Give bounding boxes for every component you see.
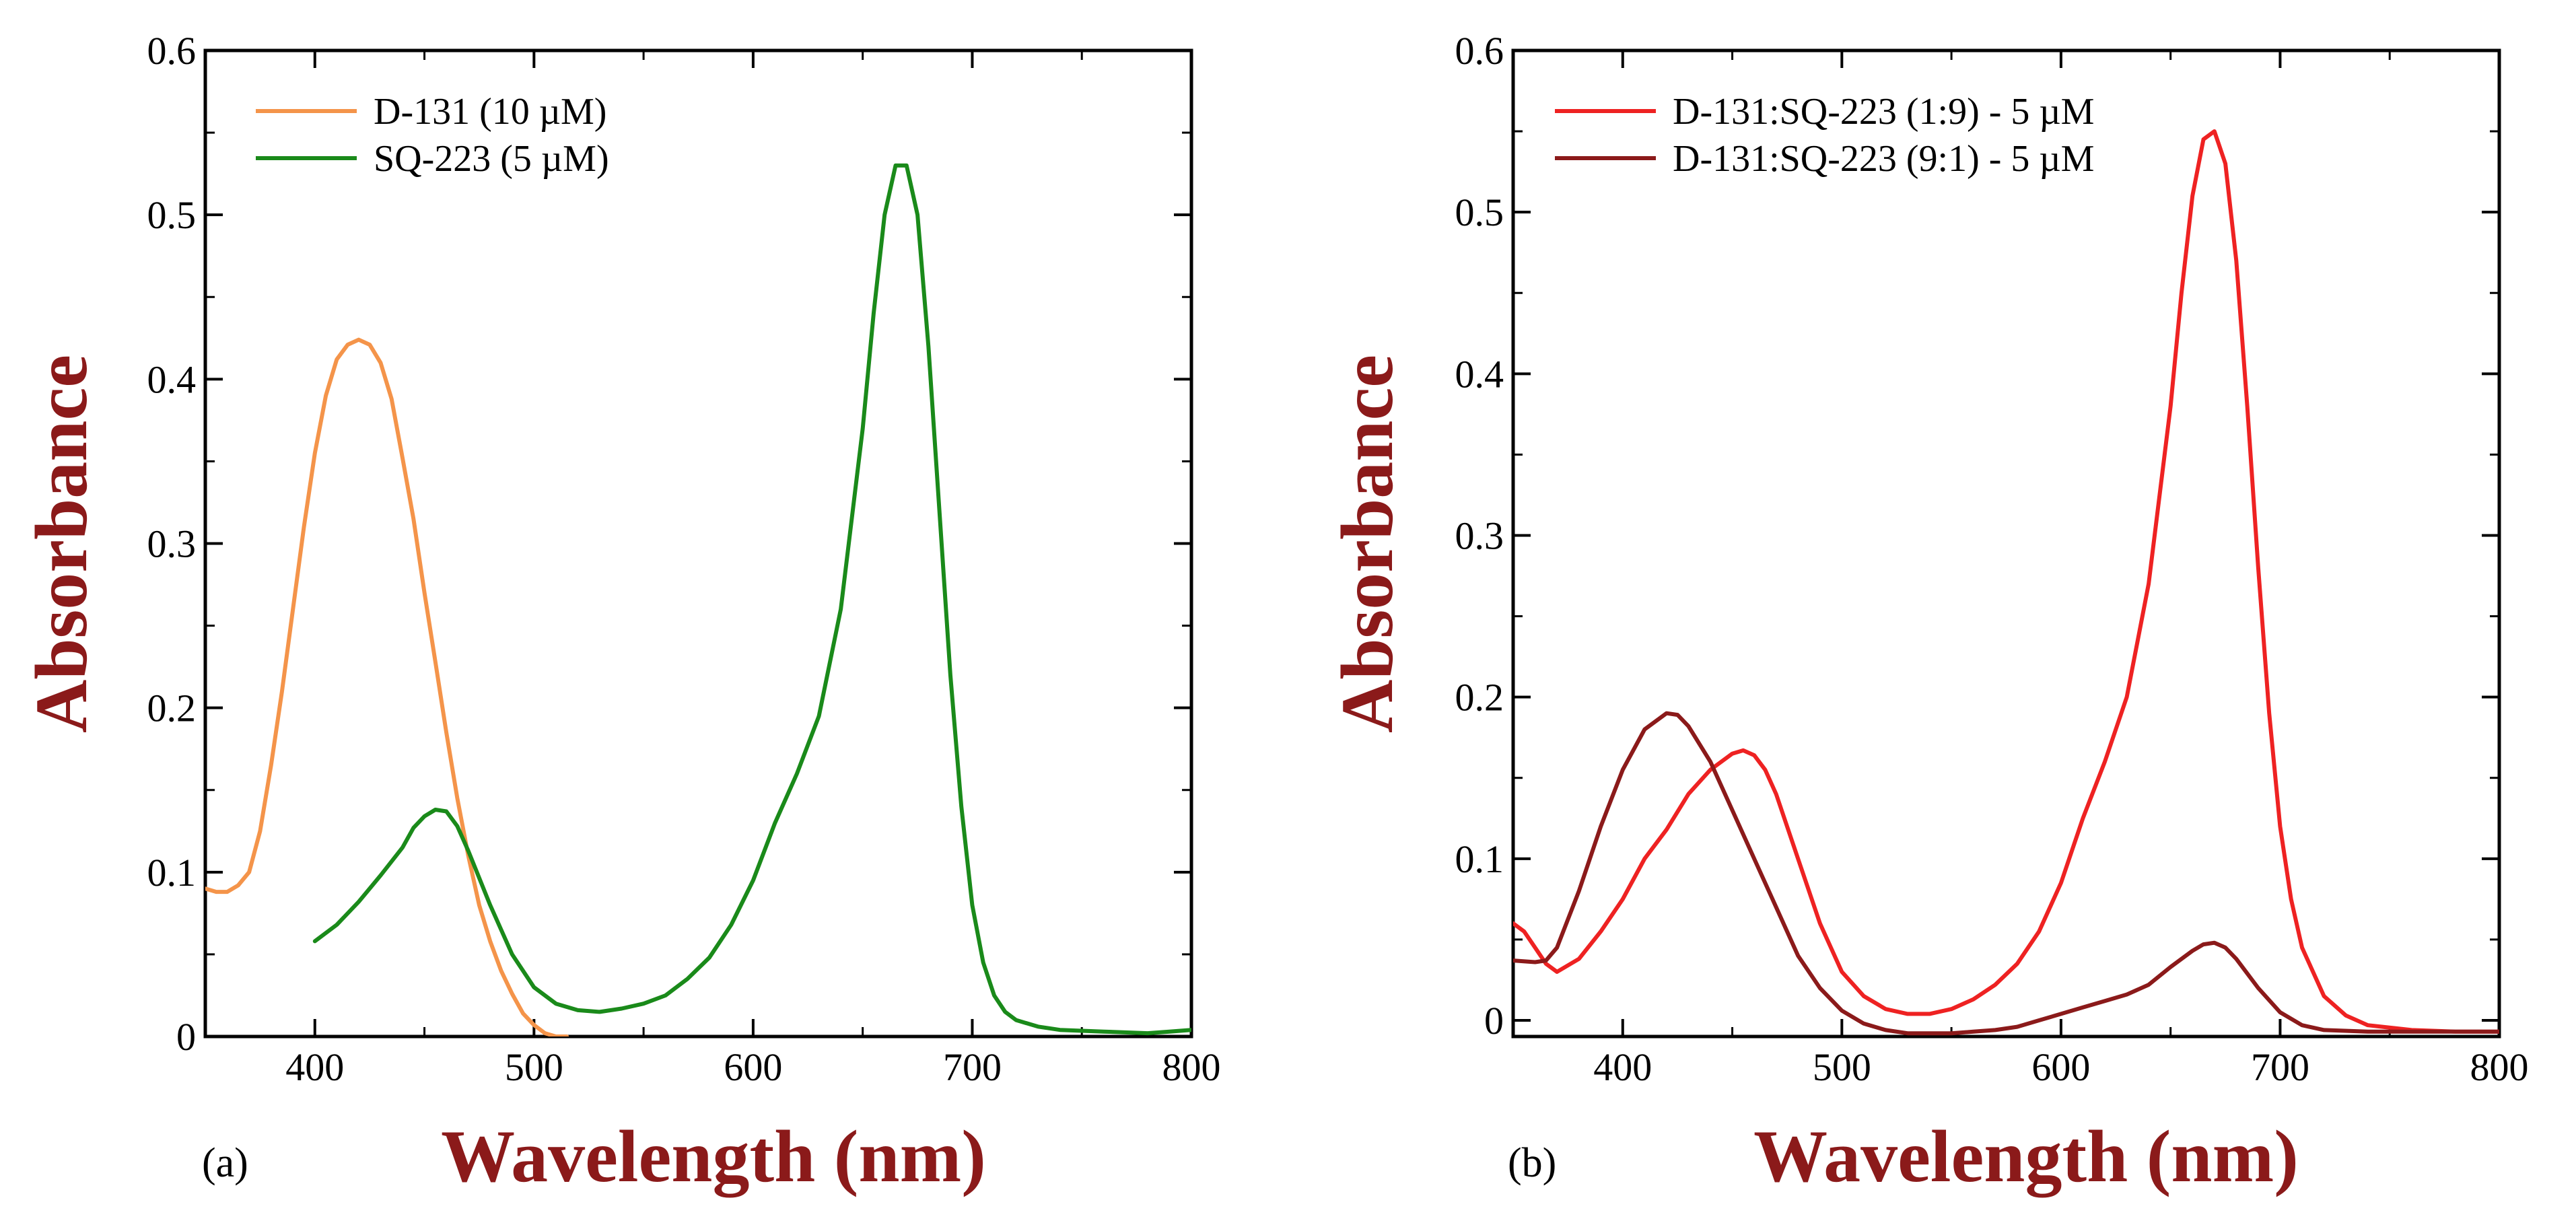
series-line-a-0 — [205, 337, 569, 1037]
x-tick-label: 400 — [1593, 1045, 1652, 1089]
y-tick-label: 0.6 — [147, 29, 197, 73]
y-axis-label-a: Absorbance — [20, 355, 102, 733]
x-tick-label: 800 — [2470, 1045, 2529, 1089]
x-tick-label: 800 — [1162, 1045, 1221, 1089]
y-tick-label: 0.3 — [1455, 514, 1504, 557]
x-axis-label-a: Wavelength (nm) — [441, 1115, 986, 1197]
y-tick-label: 0.2 — [1455, 676, 1504, 719]
x-tick-label: 500 — [1813, 1045, 1871, 1089]
x-tick-label: 600 — [724, 1045, 782, 1089]
x-tick-label: 700 — [2251, 1045, 2309, 1089]
series-line-b-0 — [1513, 129, 2499, 1034]
ticks-b: 400 500 600 700 800 0 0.1 0.2 0.3 0.4 0.5 0.6 — [1455, 29, 2529, 1089]
y-tick-label: 0.4 — [147, 357, 197, 401]
plot-frame-b — [1511, 48, 2501, 1039]
series-line-b-1 — [1513, 711, 2499, 1036]
legend-a: D-131 (10 µM) SQ-223 (5 µM) — [256, 91, 609, 180]
x-tick-label: 500 — [505, 1045, 563, 1089]
y-tick-label: 0.5 — [1455, 190, 1504, 234]
y-tick-label: 0.1 — [147, 851, 197, 894]
panel-label-a: (a) — [202, 1140, 248, 1186]
y-axis-label-b: Absorbance — [1326, 355, 1408, 733]
legend-label: D-131:SQ-223 (1:9) - 5 µM — [1673, 91, 2094, 133]
ticks-a: 400 500 600 700 800 0 0.1 0.2 0.3 0.4 0.5 0.6 — [147, 29, 1221, 1089]
series-line-a-1 — [312, 163, 1191, 1036]
y-tick-label: 0.3 — [147, 522, 197, 566]
panel-label-b: (b) — [1508, 1140, 1556, 1186]
x-tick-label: 400 — [285, 1045, 344, 1089]
y-tick-label: 0 — [176, 1015, 196, 1059]
y-tick-label: 0 — [1484, 999, 1504, 1043]
panel-b: 400 500 600 700 800 0 0.1 0.2 0.3 0.4 0.5 0.6 D-131… — [1326, 29, 2529, 1197]
panel-a: 400 500 600 700 800 0 0.1 0.2 0.3 0.4 0.5 0.6 D-131… — [20, 29, 1221, 1197]
x-axis-label-b: Wavelength (nm) — [1753, 1115, 2299, 1197]
x-tick-label: 600 — [2031, 1045, 2090, 1089]
x-tick-label: 700 — [943, 1045, 1002, 1089]
y-tick-label: 0.2 — [147, 687, 197, 730]
series-a — [205, 163, 1191, 1037]
y-tick-label: 0.5 — [147, 193, 197, 237]
plot-frame-a — [203, 48, 1193, 1039]
y-tick-label: 0.1 — [1455, 837, 1504, 881]
legend-label: SQ-223 (5 µM) — [374, 138, 609, 180]
legend-label: D-131 (10 µM) — [374, 91, 606, 133]
legend-label: D-131:SQ-223 (9:1) - 5 µM — [1673, 138, 2094, 180]
legend-b: D-131:SQ-223 (1:9) - 5 µM D-131:SQ-223 (9… — [1555, 91, 2094, 180]
y-tick-label: 0.6 — [1455, 29, 1504, 73]
y-tick-label: 0.4 — [1455, 352, 1504, 396]
series-b — [1513, 129, 2499, 1036]
